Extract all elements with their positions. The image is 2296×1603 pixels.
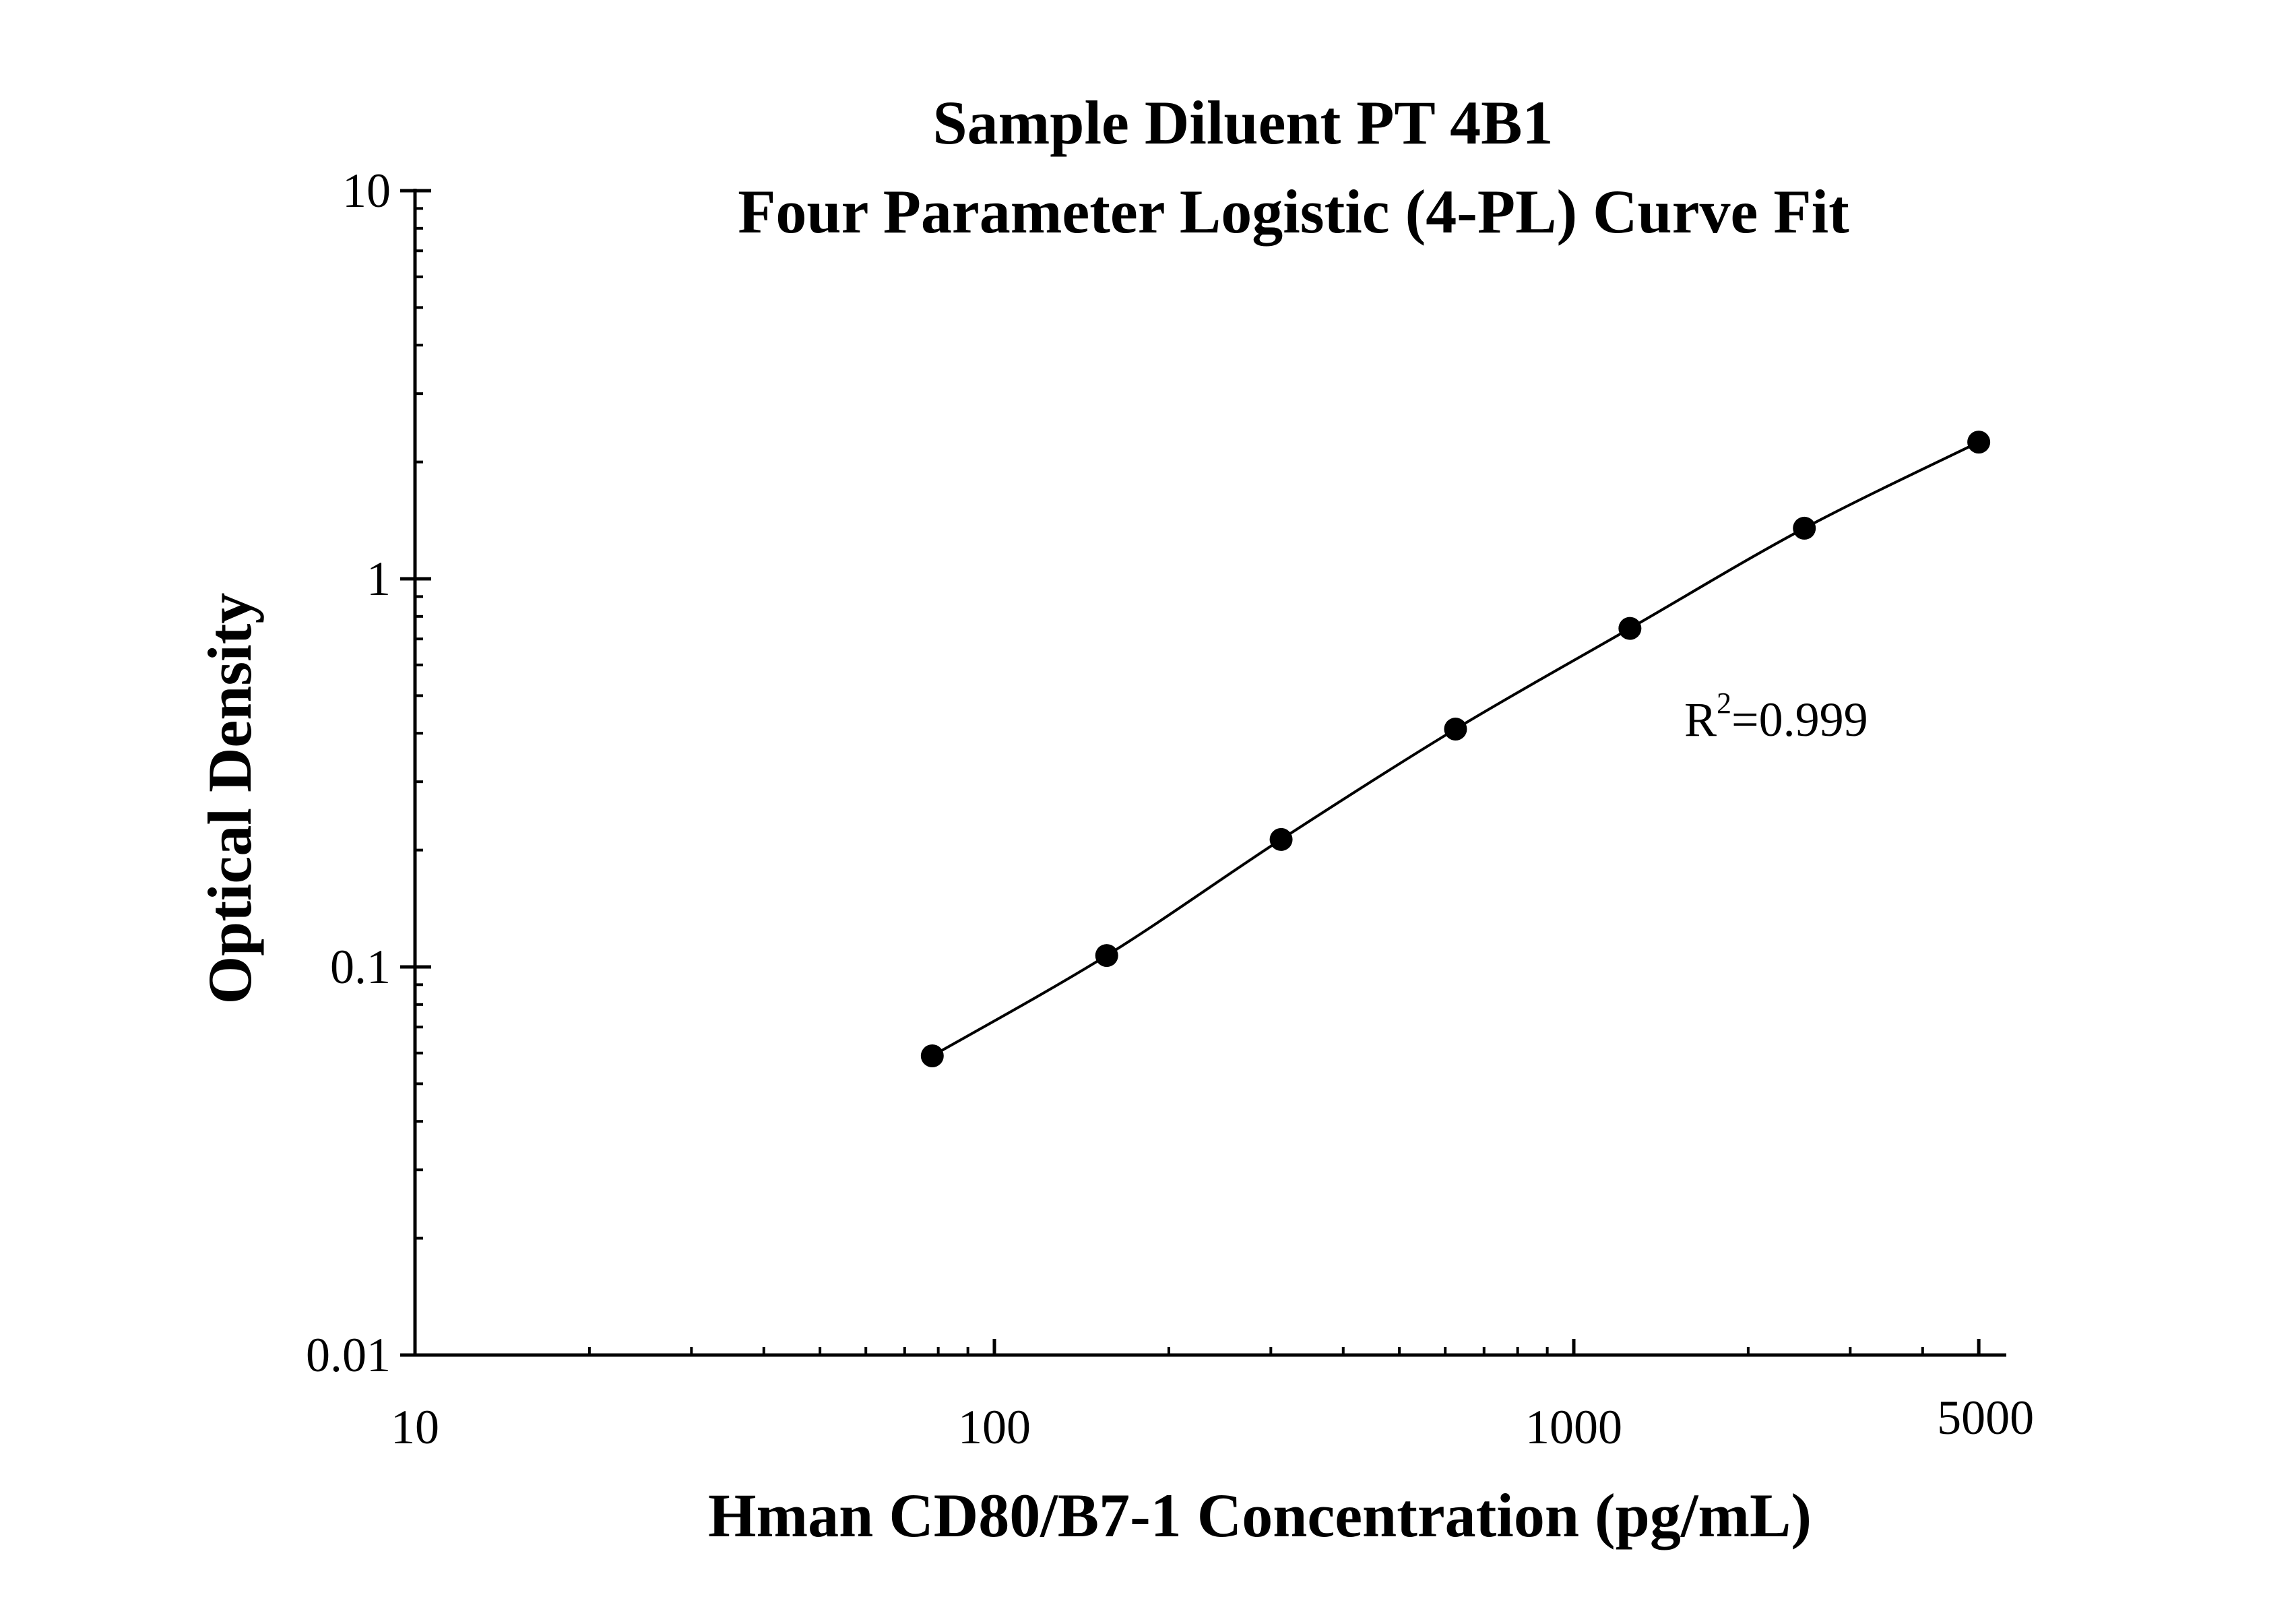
data-point — [920, 1044, 944, 1067]
x-tick-label: 10 — [391, 1400, 439, 1454]
x-ticks: 10 100 1000 5000 — [391, 1339, 2034, 1454]
r-squared-base: R — [1684, 693, 1717, 747]
data-point — [1967, 431, 1991, 454]
r-squared-exponent: 2 — [1717, 687, 1731, 720]
y-tick-label: 0.01 — [306, 1328, 391, 1382]
y-ticks: 0.01 0.1 1 10 — [306, 164, 431, 1382]
data-point — [1444, 718, 1467, 741]
chart-title: Sample Diluent PT 4B1 — [933, 88, 1554, 157]
x-tick-label: 1000 — [1525, 1400, 1622, 1454]
data-point — [1793, 516, 1816, 540]
data-point — [1095, 944, 1118, 968]
y-tick-label: 0.1 — [330, 940, 391, 994]
x-tick-label: 5000 — [1937, 1391, 2034, 1445]
chart-subtitle: Four Parameter Logistic (4-PL) Curve Fit — [738, 177, 1849, 246]
y-minor-ticks — [415, 207, 423, 1240]
axes — [413, 189, 2006, 1357]
x-tick-label: 100 — [958, 1400, 1031, 1454]
data-points — [920, 431, 1991, 1067]
y-tick-label: 1 — [366, 552, 391, 606]
r-squared-value: =0.999 — [1731, 693, 1868, 747]
y-tick-label: 10 — [342, 164, 391, 218]
y-axis-label: Optical Density — [195, 593, 264, 1005]
r-squared-annotation: R2=0.999 — [1684, 687, 1868, 747]
x-axis-label: Hman CD80/B7-1 Concentration (pg/mL) — [708, 1481, 1812, 1550]
data-point — [1269, 827, 1293, 851]
data-point — [1618, 617, 1642, 640]
